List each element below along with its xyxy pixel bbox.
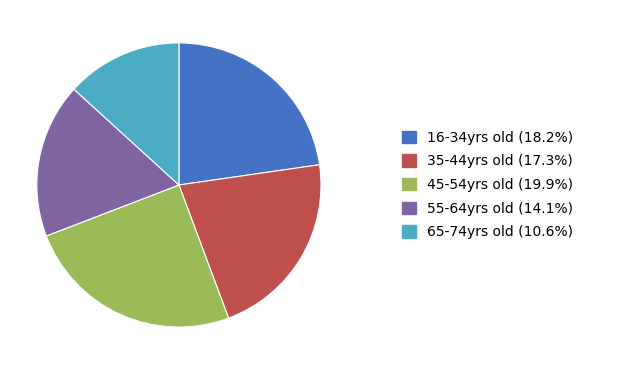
Wedge shape (179, 43, 320, 185)
Wedge shape (179, 165, 321, 318)
Wedge shape (74, 43, 179, 185)
Wedge shape (46, 185, 228, 327)
Legend: 16-34yrs old (18.2%), 35-44yrs old (17.3%), 45-54yrs old (19.9%), 55-64yrs old (: 16-34yrs old (18.2%), 35-44yrs old (17.3… (395, 124, 580, 246)
Wedge shape (37, 89, 179, 236)
